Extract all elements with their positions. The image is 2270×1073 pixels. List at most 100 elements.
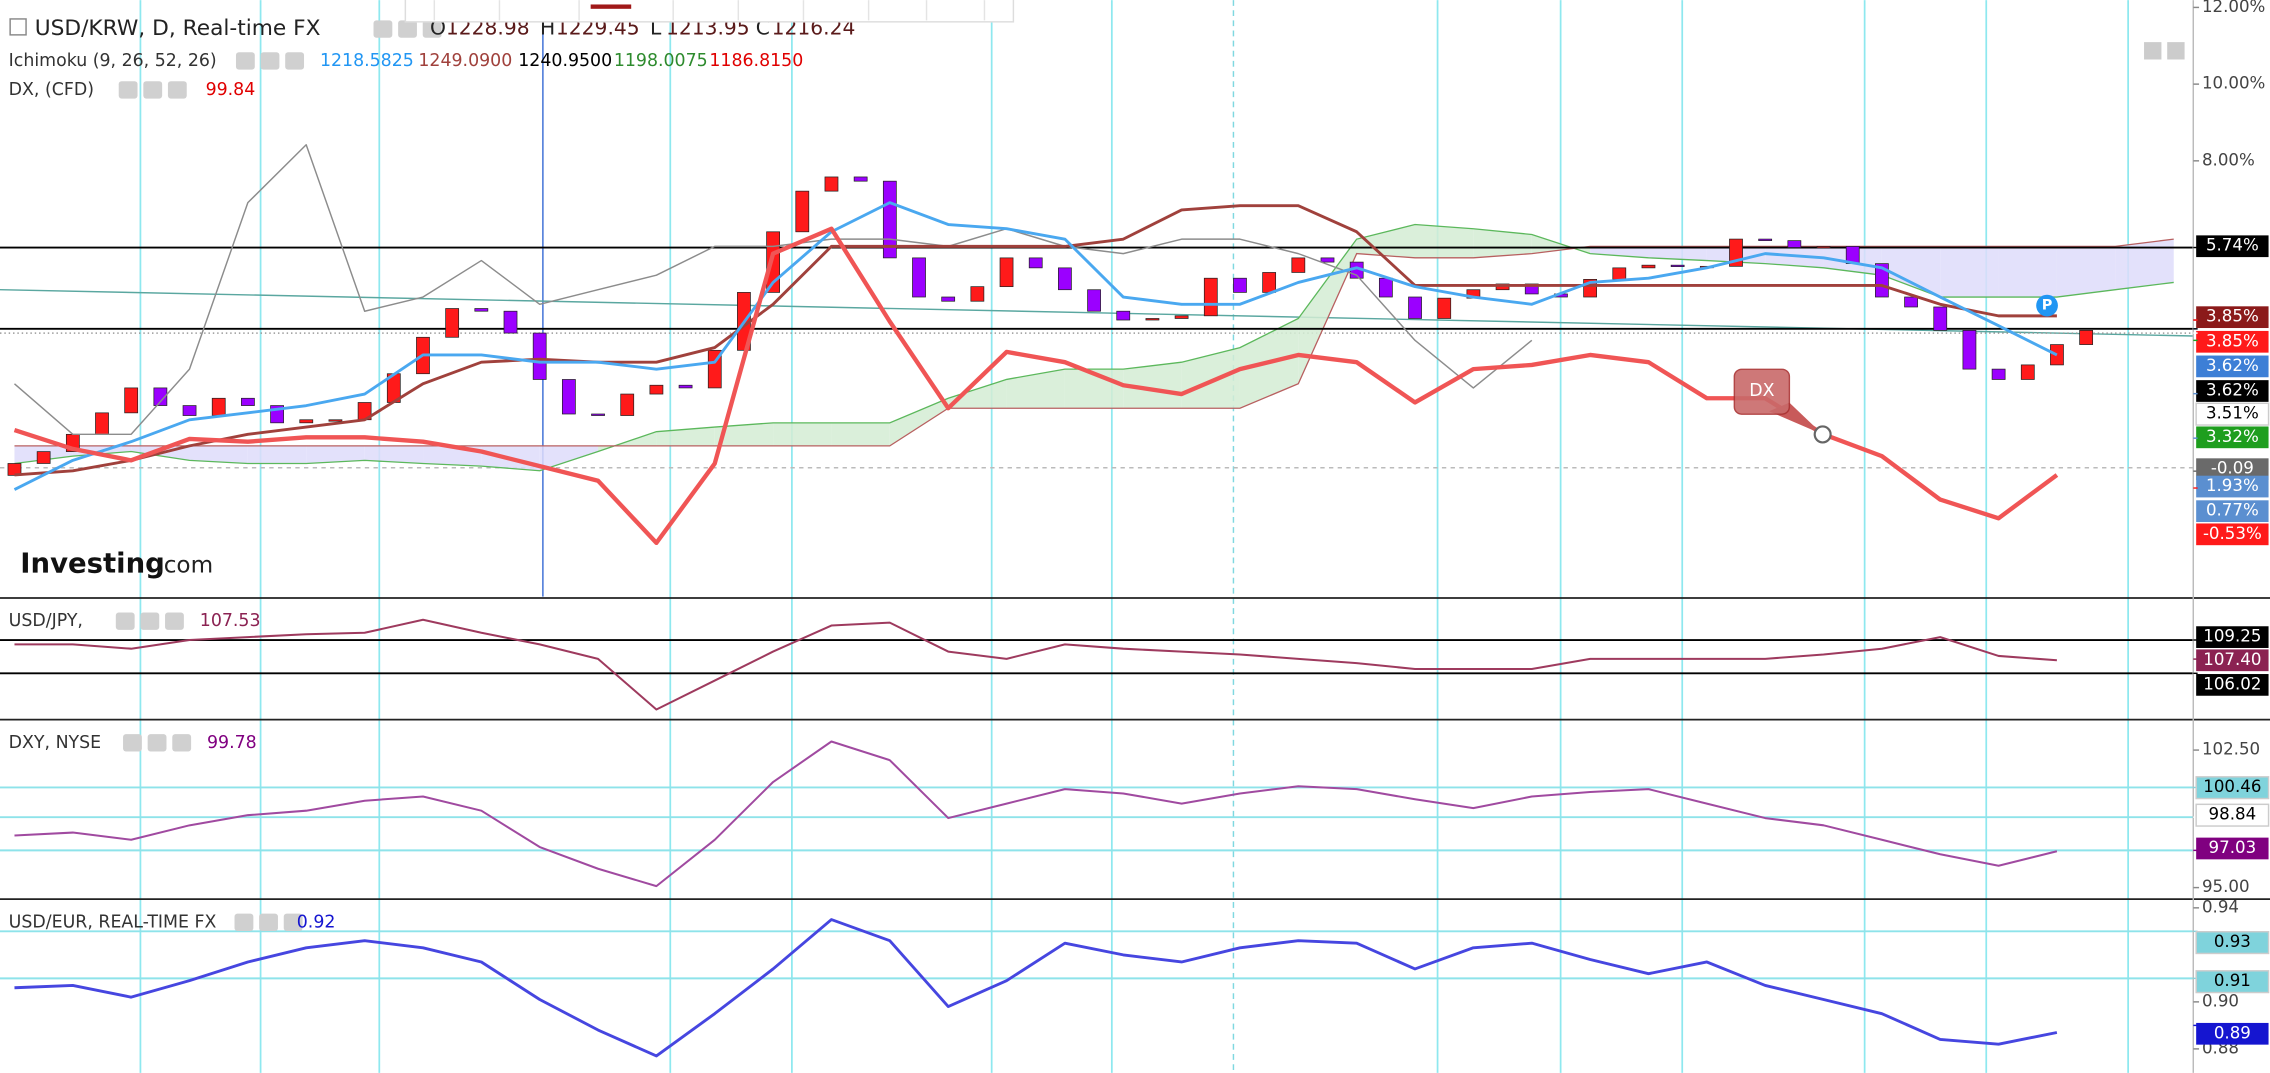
price-badge: [2196, 475, 2269, 498]
candle: [1174, 315, 1189, 319]
candle: [795, 190, 810, 233]
cloud-fill: [1940, 246, 1999, 298]
cloud-fill: [656, 427, 715, 446]
legend-icon[interactable]: [140, 612, 160, 630]
legend-icon[interactable]: [123, 734, 142, 752]
corner-button[interactable]: [2144, 42, 2162, 60]
y-tick-label: 102.50: [2202, 740, 2260, 759]
candle: [1116, 310, 1131, 321]
price-badge-label: 100.46: [2203, 777, 2261, 796]
cloud-fill: [1414, 224, 1474, 258]
price-badge-label: 5.74%: [2206, 236, 2259, 255]
cloud-fill: [1590, 246, 1649, 258]
legend-icon[interactable]: [285, 52, 305, 70]
callout-label: DX: [1749, 381, 1774, 401]
price-badge: [2195, 776, 2270, 800]
candle: [503, 310, 518, 334]
candle: [1758, 238, 1773, 241]
toolbar[interactable]: [404, 0, 1015, 23]
candle: [824, 176, 839, 192]
price-badge-label: 106.02: [2203, 674, 2261, 693]
candle: [1524, 283, 1539, 295]
candle: [561, 379, 576, 415]
candle: [999, 257, 1014, 288]
candle: [1262, 272, 1277, 293]
price-badge: [2196, 1022, 2269, 1045]
price-badge-label: 0.91: [2214, 971, 2251, 990]
corner-button[interactable]: [2167, 42, 2185, 60]
legend-icon[interactable]: [143, 81, 163, 99]
candle: [1875, 263, 1889, 298]
candle: [328, 419, 343, 422]
candle: [299, 419, 314, 424]
marker[interactable]: [2036, 294, 2058, 317]
price-badge-label: 109.25: [2203, 627, 2261, 646]
toolbar-accent: [590, 4, 632, 9]
price-badge-label: -0.53%: [2203, 524, 2262, 543]
legend-icon[interactable]: [283, 913, 303, 931]
legend-icon[interactable]: [147, 734, 167, 752]
y-tick-label: 95.00: [2202, 877, 2250, 896]
price-badge: [2196, 306, 2269, 329]
price-badge-label: 98.84: [2209, 805, 2257, 824]
candle: [241, 397, 255, 406]
callout-anchor: [1813, 425, 1832, 444]
pane-value: 107.53: [200, 611, 261, 631]
candle: [445, 308, 460, 338]
price-badge-label: 3.51%: [2206, 404, 2259, 423]
candle: [1378, 277, 1393, 298]
legend-icon[interactable]: [118, 81, 138, 99]
pane-title: DXY, NYSE: [9, 733, 101, 753]
y-tick-label: 8.00%: [2202, 150, 2255, 169]
cloud-fill: [889, 398, 949, 446]
cloud-fill: [306, 445, 365, 464]
indicator-value: 1240.9500: [518, 51, 612, 71]
cloud-fill: [598, 431, 657, 452]
legend-icon[interactable]: [234, 913, 254, 931]
cloud-span-a: [14, 223, 2174, 472]
cloud-fill: [2115, 239, 2174, 290]
price-badge: [2196, 500, 2269, 523]
indicator-value: 1218.5825: [320, 51, 414, 71]
legend-icon[interactable]: [115, 612, 135, 630]
legend-icon[interactable]: [373, 20, 393, 38]
price-badge: [2196, 380, 2269, 402]
price-badge-label: 3.62%: [2206, 381, 2259, 400]
legend-icon[interactable]: [422, 20, 442, 38]
indicator-line: [14, 144, 1533, 436]
callout: [1733, 368, 1791, 415]
candle: [1145, 318, 1160, 321]
cloud-fill: [1998, 246, 2057, 298]
candle: [1816, 246, 1831, 249]
legend-icon[interactable]: [172, 734, 192, 752]
legend-icon[interactable]: [260, 52, 280, 70]
legend-icon[interactable]: [398, 20, 417, 38]
price-badge-label: 3.32%: [2206, 427, 2259, 446]
price-badge-label: 0.89: [2214, 1023, 2251, 1042]
candle: [182, 405, 197, 416]
price-badge-label: 97.03: [2209, 838, 2257, 857]
candle: [970, 286, 985, 302]
price-badge: [2196, 837, 2269, 860]
cloud-fill: [1473, 228, 1532, 258]
candle: [1058, 267, 1072, 291]
candle: [620, 393, 635, 416]
legend-icon[interactable]: [259, 913, 278, 931]
pane-title: USD/JPY,: [9, 611, 83, 631]
price-badge: [2195, 402, 2270, 426]
legend-icon[interactable]: [235, 52, 255, 70]
legend-icon[interactable]: [167, 81, 187, 99]
price-badge: [2196, 674, 2269, 696]
chart-title: USD/KRW, D, Real-time FX: [35, 16, 321, 41]
legend-icon[interactable]: [165, 612, 184, 630]
indicator-name: Ichimoku (9, 26, 52, 26): [9, 51, 217, 71]
candle: [36, 451, 51, 464]
price-badge-label: 1.93%: [2206, 476, 2259, 495]
indicator-value: 99.84: [206, 80, 256, 100]
price-badge-label: 107.40: [2203, 650, 2261, 669]
candle: [2079, 330, 2094, 345]
legend-box-icon: [9, 18, 27, 36]
pane-value: 99.78: [207, 733, 257, 753]
